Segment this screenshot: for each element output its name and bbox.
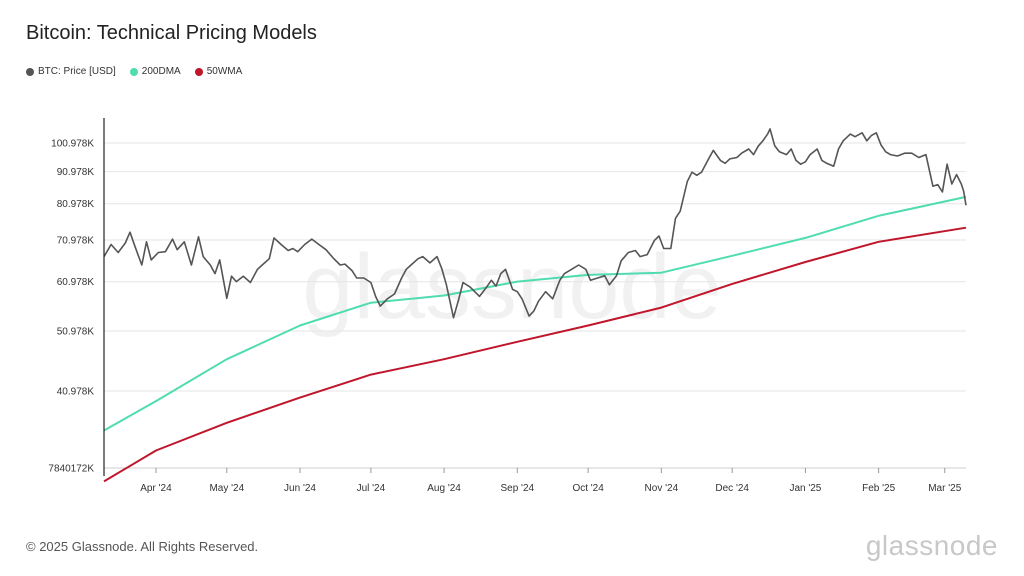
x-tick-label: Apr '24 <box>140 483 172 494</box>
legend-item-price[interactable]: BTC: Price [USD] <box>26 66 116 77</box>
legend-item-200dma[interactable]: 200DMA <box>129 66 181 77</box>
y-tick-label: 70.978K <box>57 235 95 246</box>
x-tick-label: Dec '24 <box>715 483 749 494</box>
x-tick-label: Nov '24 <box>645 483 679 494</box>
x-axis-ticks: Apr '24 May '24 Jun '24 Jul '24 Aug '24 Sep '… <box>140 468 962 494</box>
x-tick-label: Jun '24 <box>284 483 316 494</box>
y-tick-label: 90.978K <box>57 167 95 178</box>
wma50-line[interactable] <box>103 226 967 483</box>
legend-marker-50wma <box>194 67 203 76</box>
x-tick-label: Jan '25 <box>789 483 821 494</box>
y-tick-label: 100.978K <box>51 139 94 150</box>
legend-marker-price <box>26 67 34 76</box>
y-tick-label: 60.978K <box>57 277 95 288</box>
series-lines <box>103 128 967 483</box>
x-tick-label: Oct '24 <box>572 483 604 494</box>
legend-marker-200dma <box>129 67 138 76</box>
legend-label-price: BTC: Price [USD] <box>38 66 116 77</box>
legend-label-50wma: 50WMA <box>206 66 243 77</box>
legend-item-50wma[interactable]: 50WMA <box>194 66 243 77</box>
y-tick-label: 50.978K <box>57 326 95 337</box>
x-tick-label: Mar '25 <box>928 483 961 494</box>
y-axis-ticks: 100.978K 90.978K 80.978K 70.978K 60.978K 50.9… <box>48 139 94 475</box>
copyright-footer: © 2025 Glassnode. All Rights Reserved. <box>26 539 259 554</box>
legend: BTC: Price [USD] 200DMA 50WMA <box>26 66 242 77</box>
price-line[interactable] <box>103 128 967 319</box>
y-tick-label: 80.978K <box>57 199 95 210</box>
x-tick-label: May '24 <box>209 483 244 494</box>
glassnode-logo: glassnode <box>865 530 998 561</box>
y-tick-label: 40.978K <box>57 387 95 398</box>
x-tick-label: Jul '24 <box>357 483 386 494</box>
chart-title: Bitcoin: Technical Pricing Models <box>26 22 317 44</box>
x-tick-label: Aug '24 <box>427 483 461 494</box>
grid-lines <box>104 142 966 469</box>
y-tick-label: 7840172K <box>48 464 94 475</box>
dma200-line[interactable] <box>103 195 967 432</box>
x-tick-label: Sep '24 <box>500 483 534 494</box>
x-tick-label: Feb '25 <box>862 483 895 494</box>
legend-label-200dma: 200DMA <box>141 66 181 77</box>
